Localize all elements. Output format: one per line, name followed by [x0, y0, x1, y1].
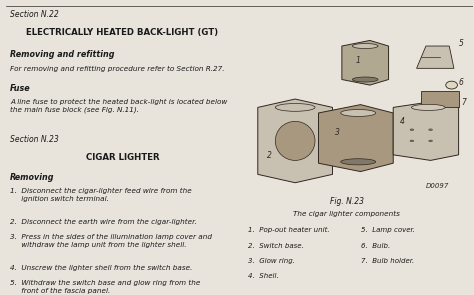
Text: 3.  Press in the sides of the illumination lamp cover and
     withdraw the lamp: 3. Press in the sides of the illuminatio…: [10, 234, 212, 248]
Text: 5: 5: [459, 39, 464, 48]
Ellipse shape: [352, 77, 378, 82]
Text: 7: 7: [461, 98, 466, 106]
Text: CIGAR LIGHTER: CIGAR LIGHTER: [85, 153, 159, 163]
Ellipse shape: [352, 44, 378, 49]
Ellipse shape: [275, 121, 315, 160]
Polygon shape: [319, 105, 393, 172]
Ellipse shape: [275, 104, 315, 111]
Text: 6.  Bulb.: 6. Bulb.: [361, 243, 390, 249]
Ellipse shape: [411, 104, 445, 110]
Text: 3.  Glow ring.: 3. Glow ring.: [248, 258, 295, 264]
Text: 3: 3: [335, 128, 340, 137]
Text: 2: 2: [267, 151, 272, 160]
Text: Section N.23: Section N.23: [10, 135, 59, 144]
Ellipse shape: [428, 140, 432, 142]
Text: A line fuse to protect the heated back-light is located below
the main fuse bloc: A line fuse to protect the heated back-l…: [10, 99, 228, 113]
Text: Section N.22: Section N.22: [10, 10, 59, 19]
Text: 4.  Shell.: 4. Shell.: [248, 273, 279, 279]
Polygon shape: [258, 99, 333, 183]
Polygon shape: [417, 46, 454, 68]
Text: For removing and refitting procedure refer to Section R.27.: For removing and refitting procedure ref…: [10, 65, 225, 72]
Ellipse shape: [410, 140, 414, 142]
Text: D0097: D0097: [426, 183, 449, 189]
Polygon shape: [342, 40, 389, 85]
Ellipse shape: [341, 159, 376, 165]
Text: Removing: Removing: [10, 173, 55, 182]
Text: Fig. N.23: Fig. N.23: [329, 197, 364, 206]
Text: 2.  Disconnect the earth wire from the cigar-lighter.: 2. Disconnect the earth wire from the ci…: [10, 219, 197, 225]
Ellipse shape: [446, 81, 457, 89]
Text: 1.  Disconnect the cigar-lighter feed wire from the
     ignition switch termina: 1. Disconnect the cigar-lighter feed wir…: [10, 188, 192, 201]
Text: Removing and refitting: Removing and refitting: [10, 50, 115, 59]
Text: The cigar lighter components: The cigar lighter components: [293, 211, 400, 217]
Text: 5.  Lamp cover.: 5. Lamp cover.: [361, 227, 415, 233]
Text: ELECTRICALLY HEATED BACK-LIGHT (GT): ELECTRICALLY HEATED BACK-LIGHT (GT): [26, 28, 219, 37]
Ellipse shape: [410, 129, 414, 131]
Ellipse shape: [428, 129, 432, 131]
Text: 2.  Switch base.: 2. Switch base.: [248, 243, 304, 249]
Text: 4: 4: [400, 117, 405, 126]
Text: 6: 6: [459, 78, 464, 87]
Text: Fuse: Fuse: [10, 84, 31, 93]
Ellipse shape: [341, 109, 376, 117]
Polygon shape: [393, 102, 459, 160]
Text: 4.  Unscrew the lighter shell from the switch base.: 4. Unscrew the lighter shell from the sw…: [10, 265, 192, 271]
Text: 1.  Pop-out heater unit.: 1. Pop-out heater unit.: [248, 227, 330, 233]
Text: 5.  Withdraw the switch base and glow ring from the
     front of the fascia pan: 5. Withdraw the switch base and glow rin…: [10, 280, 201, 294]
Text: 7.  Bulb holder.: 7. Bulb holder.: [361, 258, 414, 264]
Text: 1: 1: [356, 56, 361, 65]
Polygon shape: [421, 91, 459, 107]
